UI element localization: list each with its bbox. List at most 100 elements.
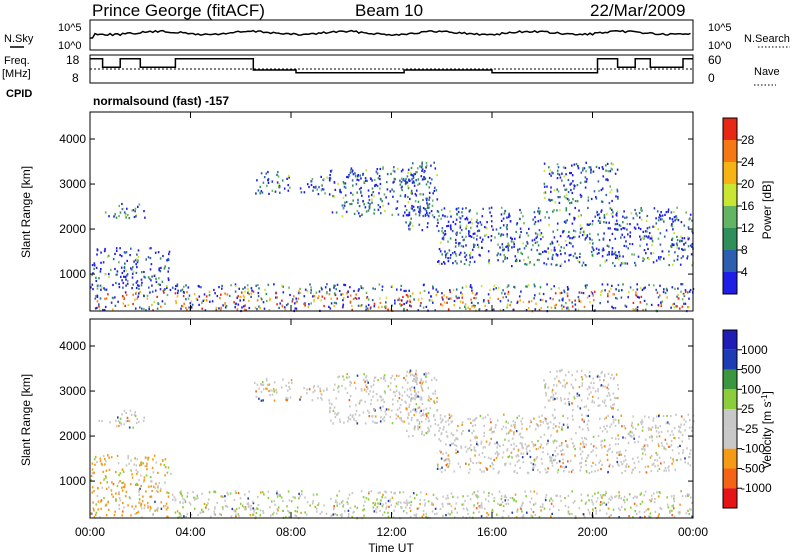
range-gate-cell — [428, 299, 431, 302]
range-gate-cell — [683, 243, 685, 246]
range-gate-cell — [447, 512, 450, 515]
range-gate-cell — [611, 436, 613, 440]
range-gate-cell — [385, 305, 387, 308]
range-gate-cell — [129, 420, 131, 423]
range-gate-cell — [652, 225, 654, 228]
range-gate-cell — [157, 302, 159, 305]
range-gate-cell — [136, 458, 139, 461]
range-gate-cell — [456, 212, 458, 215]
range-gate-cell — [457, 207, 460, 210]
range-gate-cell — [648, 257, 650, 261]
range-gate-cell — [318, 290, 321, 293]
range-gate-cell — [100, 251, 102, 254]
range-gate-cell — [680, 415, 683, 418]
range-gate-cell — [566, 382, 568, 385]
range-gate-cell — [469, 417, 471, 421]
range-gate-cell — [395, 413, 398, 416]
range-gate-cell — [298, 497, 300, 500]
range-gate-cell — [370, 402, 372, 406]
range-gate-cell — [634, 441, 636, 444]
range-gate-cell — [648, 283, 650, 287]
range-gate-cell — [558, 425, 560, 429]
range-gate-cell — [120, 266, 123, 269]
range-gate-cell — [186, 495, 189, 498]
range-gate-cell — [115, 281, 117, 285]
range-gate-cell — [118, 420, 120, 423]
range-gate-cell — [567, 288, 569, 291]
range-gate-cell — [657, 296, 660, 299]
range-gate-cell — [602, 237, 605, 240]
range-gate-cell — [480, 504, 482, 507]
range-gate-cell — [93, 267, 95, 270]
range-gate-cell — [252, 500, 254, 503]
range-gate-cell — [494, 442, 496, 445]
range-gate-cell — [554, 304, 556, 307]
range-gate-cell — [134, 512, 137, 515]
range-gate-cell — [678, 512, 681, 515]
range-gate-cell — [476, 243, 479, 246]
range-gate-cell — [317, 385, 319, 388]
range-gate-cell — [450, 215, 452, 218]
range-gate-cell — [263, 493, 265, 496]
range-gate-cell — [375, 421, 377, 425]
range-gate-cell — [399, 393, 401, 396]
range-gate-cell — [506, 233, 508, 236]
range-gate-cell — [487, 513, 490, 516]
range-gate-cell — [585, 501, 588, 504]
range-gate-cell — [565, 197, 568, 200]
range-gate-cell — [392, 516, 395, 519]
nave-label: Nave — [754, 66, 780, 78]
range-gate-cell — [586, 423, 589, 426]
range-gate-cell — [665, 469, 667, 472]
range-gate-cell — [503, 212, 506, 215]
range-gate-cell — [137, 470, 139, 474]
range-gate-cell — [343, 204, 346, 207]
range-gate-cell — [421, 165, 423, 168]
range-gate-cell — [581, 437, 583, 440]
range-gate-cell — [160, 501, 163, 504]
range-gate-cell — [531, 441, 533, 444]
range-gate-cell — [465, 285, 468, 288]
range-gate-cell — [588, 472, 591, 475]
range-gate-cell — [459, 231, 461, 235]
range-gate-cell — [148, 307, 150, 311]
range-gate-cell — [356, 191, 358, 194]
range-gate-cell — [419, 498, 421, 501]
range-gate-cell — [303, 302, 305, 305]
range-gate-cell — [643, 449, 646, 452]
range-gate-cell — [417, 309, 420, 312]
range-gate-cell — [640, 218, 643, 221]
freq-unit-label: [MHz] — [2, 68, 31, 80]
range-gate-cell — [599, 221, 601, 224]
range-gate-cell — [443, 294, 445, 297]
range-gate-cell — [552, 172, 554, 175]
range-gate-cell — [569, 253, 572, 256]
range-gate-cell — [507, 421, 510, 425]
range-gate-cell — [238, 507, 240, 510]
range-gate-cell — [405, 209, 408, 212]
range-gate-cell — [551, 240, 553, 243]
range-gate-cell — [257, 189, 260, 192]
range-gate-cell — [510, 424, 513, 427]
range-gate-cell — [391, 188, 393, 191]
range-gate-cell — [130, 469, 132, 472]
range-gate-cell — [281, 179, 284, 182]
range-gate-cell — [585, 437, 588, 440]
range-gate-cell — [120, 255, 123, 258]
range-gate-cell — [488, 301, 490, 304]
range-gate-cell — [394, 178, 397, 181]
range-gate-cell — [394, 394, 397, 397]
range-gate-cell — [624, 262, 626, 265]
range-gate-cell — [309, 283, 311, 286]
range-gate-cell — [449, 415, 452, 418]
range-gate-cell — [442, 495, 444, 498]
range-gate-cell — [342, 292, 344, 296]
range-gate-cell — [287, 389, 289, 392]
range-gate-cell — [150, 247, 152, 250]
colorbar-swatch — [723, 448, 737, 469]
range-gate-cell — [282, 285, 284, 288]
range-gate-cell — [414, 380, 417, 383]
range-gate-cell — [588, 393, 590, 396]
range-gate-cell — [342, 204, 345, 207]
range-gate-cell — [617, 419, 620, 422]
